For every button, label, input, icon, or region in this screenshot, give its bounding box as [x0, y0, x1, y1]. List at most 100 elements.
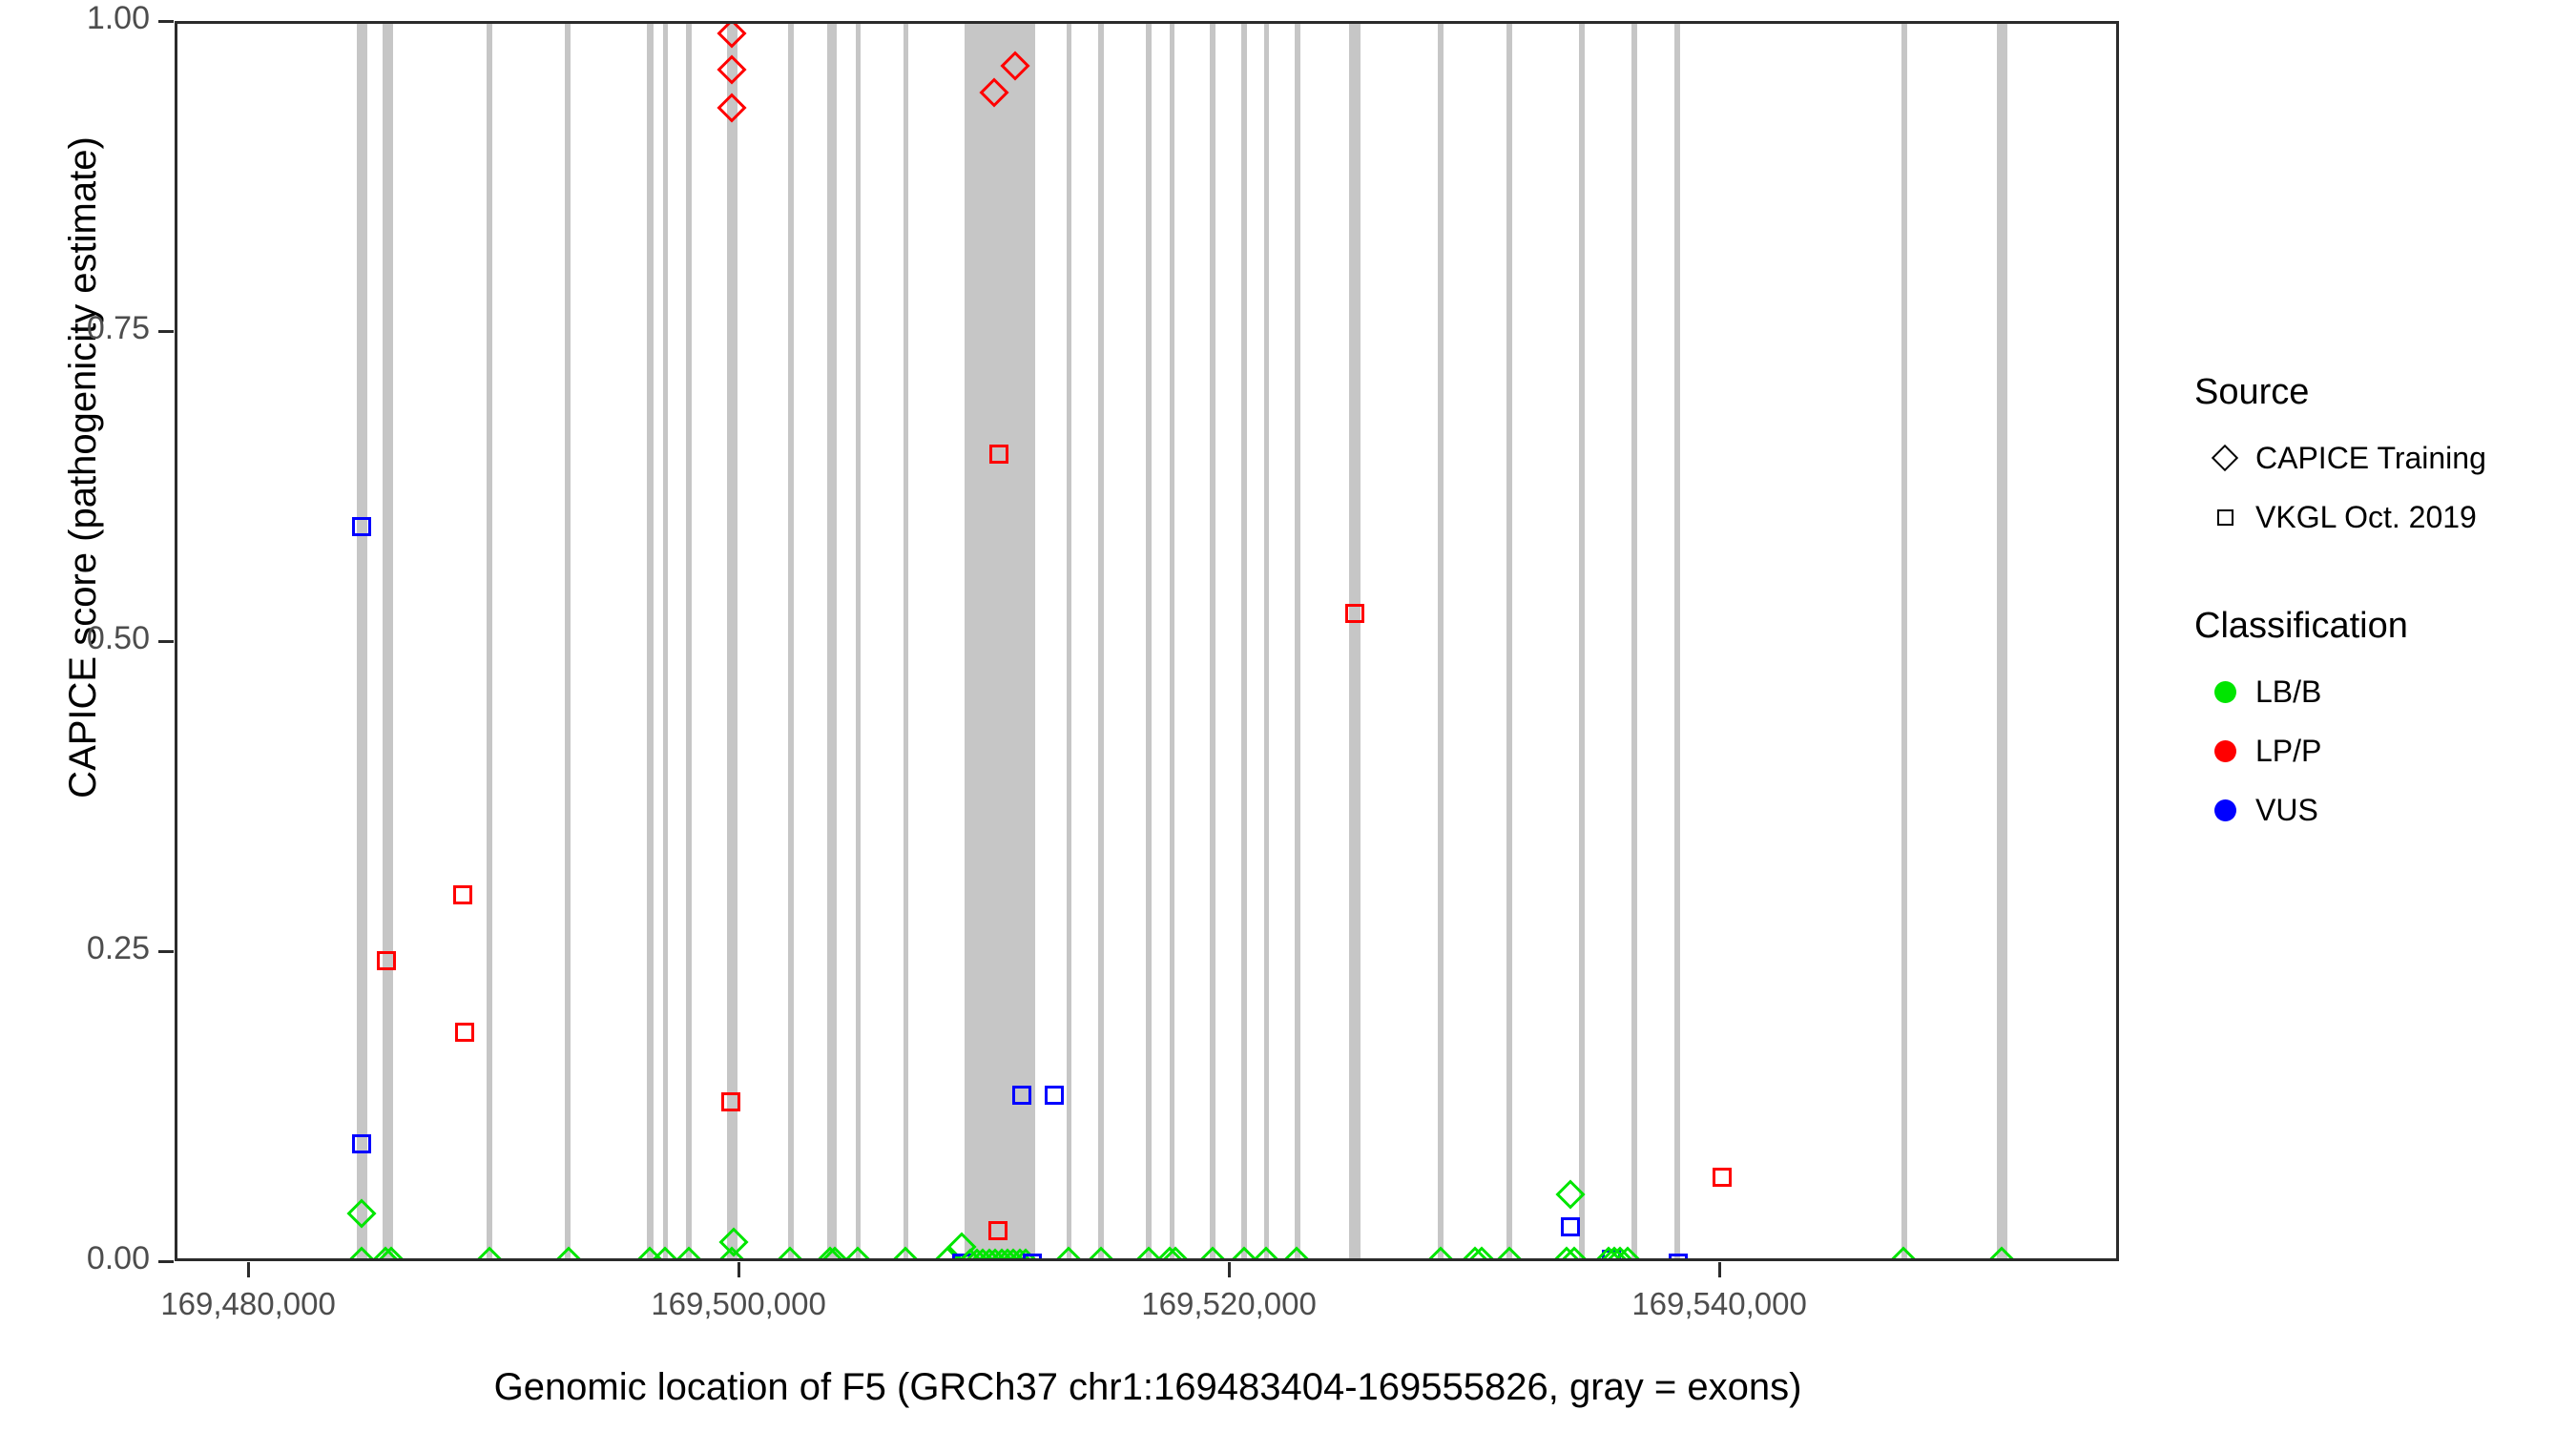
legend-item-label: LP/P: [2255, 733, 2322, 768]
legend-group-source: CAPICE Training VKGL Oct. 2019: [2194, 432, 2557, 543]
exon-band: [383, 24, 394, 1258]
exon-band: [686, 24, 693, 1258]
data-point: [1888, 1246, 1919, 1258]
exon-band: [1578, 24, 1585, 1258]
dot-icon: [2213, 739, 2236, 762]
data-point: [1053, 1246, 1084, 1258]
data-point: [717, 1246, 747, 1258]
exon-band: [1209, 24, 1215, 1258]
data-point: [1668, 1253, 1688, 1258]
data-point: [890, 1246, 921, 1258]
data-point: [1133, 1246, 1164, 1258]
x-axis-title: Genomic location of F5 (GRCh37 chr1:1694…: [493, 1366, 1802, 1408]
exon-band: [1901, 24, 1907, 1258]
exon-band: [827, 24, 838, 1258]
data-point: [346, 1246, 377, 1258]
exon-band: [1631, 24, 1637, 1258]
legend-item[interactable]: CAPICE Training: [2194, 432, 2557, 484]
data-point: [1196, 1246, 1228, 1258]
legend: Source CAPICE Training VKGL Oct. 2019 Cla…: [2194, 372, 2557, 843]
x-tick-label: 169,480,000: [160, 1286, 336, 1321]
data-point: [454, 1022, 474, 1042]
exon-band: [1349, 24, 1361, 1258]
legend-key: [2194, 798, 2255, 821]
data-point: [1560, 1217, 1580, 1236]
data-point: [346, 1198, 377, 1229]
x-tick-mark: [1228, 1262, 1232, 1277]
exon-band: [1146, 24, 1152, 1258]
data-point: [842, 1246, 873, 1258]
diamond-outline-icon: [2211, 444, 2239, 472]
data-point: [775, 1246, 805, 1258]
exon-band: [964, 24, 1036, 1258]
data-point: [988, 445, 1008, 465]
data-point: [352, 516, 372, 536]
exon-band: [1673, 24, 1680, 1258]
legend-group-classification: LB/B LP/P VUS: [2194, 666, 2557, 836]
exon-band: [662, 24, 669, 1258]
dot-icon: [2213, 680, 2236, 703]
legend-item-label: VKGL Oct. 2019: [2255, 499, 2477, 534]
legend-key: [2194, 739, 2255, 762]
y-tick-label: 0.50: [86, 620, 150, 656]
x-tick-label: 169,540,000: [1631, 1286, 1807, 1321]
data-point: [1493, 1246, 1525, 1258]
legend-key: [2194, 444, 2255, 472]
y-tick-label: 0.75: [86, 310, 150, 346]
data-point: [952, 1253, 972, 1258]
exon-band: [1066, 24, 1072, 1258]
y-tick-label: 0.25: [86, 930, 150, 966]
y-tick-label: 0.00: [86, 1240, 150, 1276]
legend-title-source: Source: [2194, 372, 2310, 412]
legend-key: [2194, 508, 2255, 526]
x-tick-mark: [247, 1262, 251, 1277]
exon-band: [647, 24, 654, 1258]
exon-band: [855, 24, 862, 1258]
exon-band: [1437, 24, 1444, 1258]
data-point: [1986, 1246, 2017, 1258]
legend-key: [2194, 680, 2255, 703]
data-point: [987, 1220, 1008, 1240]
exon-band: [1169, 24, 1175, 1258]
legend-item-label: VUS: [2255, 792, 2318, 827]
exon-band: [787, 24, 794, 1258]
data-point: [1251, 1246, 1281, 1258]
exon-band: [1098, 24, 1104, 1258]
legend-item[interactable]: VKGL Oct. 2019: [2194, 491, 2557, 543]
data-point: [553, 1246, 584, 1258]
data-point: [1602, 1249, 1622, 1258]
data-point: [1281, 1246, 1312, 1258]
data-point: [717, 54, 747, 85]
data-point: [352, 1133, 372, 1153]
data-point: [1012, 1086, 1032, 1106]
data-point: [376, 950, 396, 970]
legend-item[interactable]: LB/B: [2194, 666, 2557, 717]
x-tick-mark: [737, 1262, 741, 1277]
y-tick-mark: [158, 640, 174, 643]
legend-item[interactable]: LP/P: [2194, 725, 2557, 777]
y-tick-mark: [158, 1260, 174, 1263]
data-point: [717, 93, 747, 123]
data-point: [721, 1091, 741, 1111]
x-tick-mark: [1718, 1262, 1722, 1277]
exon-band: [903, 24, 909, 1258]
data-point: [1044, 1086, 1064, 1106]
plot-panel: [175, 21, 2119, 1261]
data-point: [1424, 1246, 1456, 1258]
exon-band: [1241, 24, 1248, 1258]
exon-band: [1263, 24, 1270, 1258]
exon-band: [726, 24, 737, 1258]
legend-title-classification: Classification: [2194, 606, 2408, 646]
data-point: [717, 24, 747, 49]
legend-item-label: CAPICE Training: [2255, 440, 2486, 475]
legend-spacer: [2194, 550, 2557, 606]
plot-area: [177, 24, 2116, 1258]
y-tick-mark: [158, 330, 174, 333]
data-point: [474, 1246, 505, 1258]
data-point: [1022, 1253, 1042, 1258]
data-point: [1229, 1246, 1259, 1258]
dot-icon: [2213, 798, 2236, 821]
data-point: [1344, 603, 1364, 623]
legend-item[interactable]: VUS: [2194, 784, 2557, 836]
